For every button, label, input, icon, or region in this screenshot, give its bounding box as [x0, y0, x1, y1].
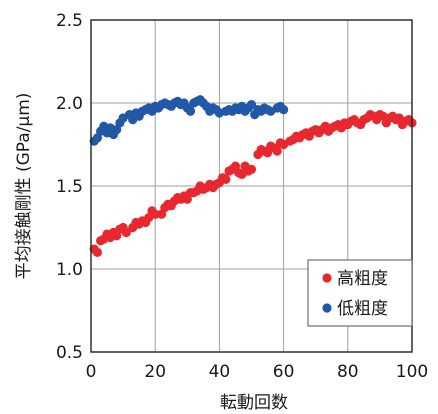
- y-axis-title: 平均接触剛性 (GPa/μm): [14, 93, 34, 280]
- series-high-roughness: [89, 110, 417, 257]
- series-low-roughness: [89, 95, 289, 146]
- data-point-high-roughness: [246, 164, 257, 174]
- data-point-high-roughness: [221, 174, 231, 184]
- y-tick-label: 0.5: [56, 343, 83, 363]
- y-tick-label: 2.5: [56, 11, 83, 31]
- legend-label-low: 低粗度: [337, 299, 388, 319]
- data-point-high-roughness: [121, 227, 131, 238]
- legend-label-high: 高粗度: [337, 269, 388, 289]
- x-axis-title: 転動回数: [220, 393, 288, 413]
- data-point-high-roughness: [92, 247, 103, 257]
- y-tick-label: 1.0: [56, 260, 83, 280]
- data-point-high-roughness: [272, 146, 282, 156]
- y-tick-labels: 0.5 1.0 1.5 2.0 2.5: [56, 11, 83, 363]
- y-tick-label: 2.0: [56, 94, 83, 114]
- x-tick-label: 80: [337, 362, 359, 382]
- legend-marker-low: [322, 303, 332, 313]
- data-points: [89, 95, 417, 257]
- data-point-low-roughness: [279, 105, 289, 115]
- y-tick-label: 1.5: [56, 177, 83, 197]
- x-tick-label: 100: [396, 362, 428, 382]
- x-tick-label: 60: [273, 362, 295, 382]
- data-point-low-roughness: [246, 100, 257, 110]
- x-tick-label: 0: [86, 362, 97, 382]
- x-tick-labels: 0 20 40 60 80 100: [86, 362, 429, 382]
- grid-lines: [91, 20, 412, 352]
- legend: 高粗度 低粗度: [307, 259, 413, 327]
- x-tick-label: 20: [144, 362, 166, 382]
- plot-frame: [90, 19, 413, 353]
- legend-box: [307, 259, 413, 327]
- x-tick-label: 40: [209, 362, 231, 382]
- legend-marker-high: [322, 273, 332, 283]
- data-point-low-roughness: [185, 106, 196, 116]
- data-point-high-roughness: [150, 209, 160, 219]
